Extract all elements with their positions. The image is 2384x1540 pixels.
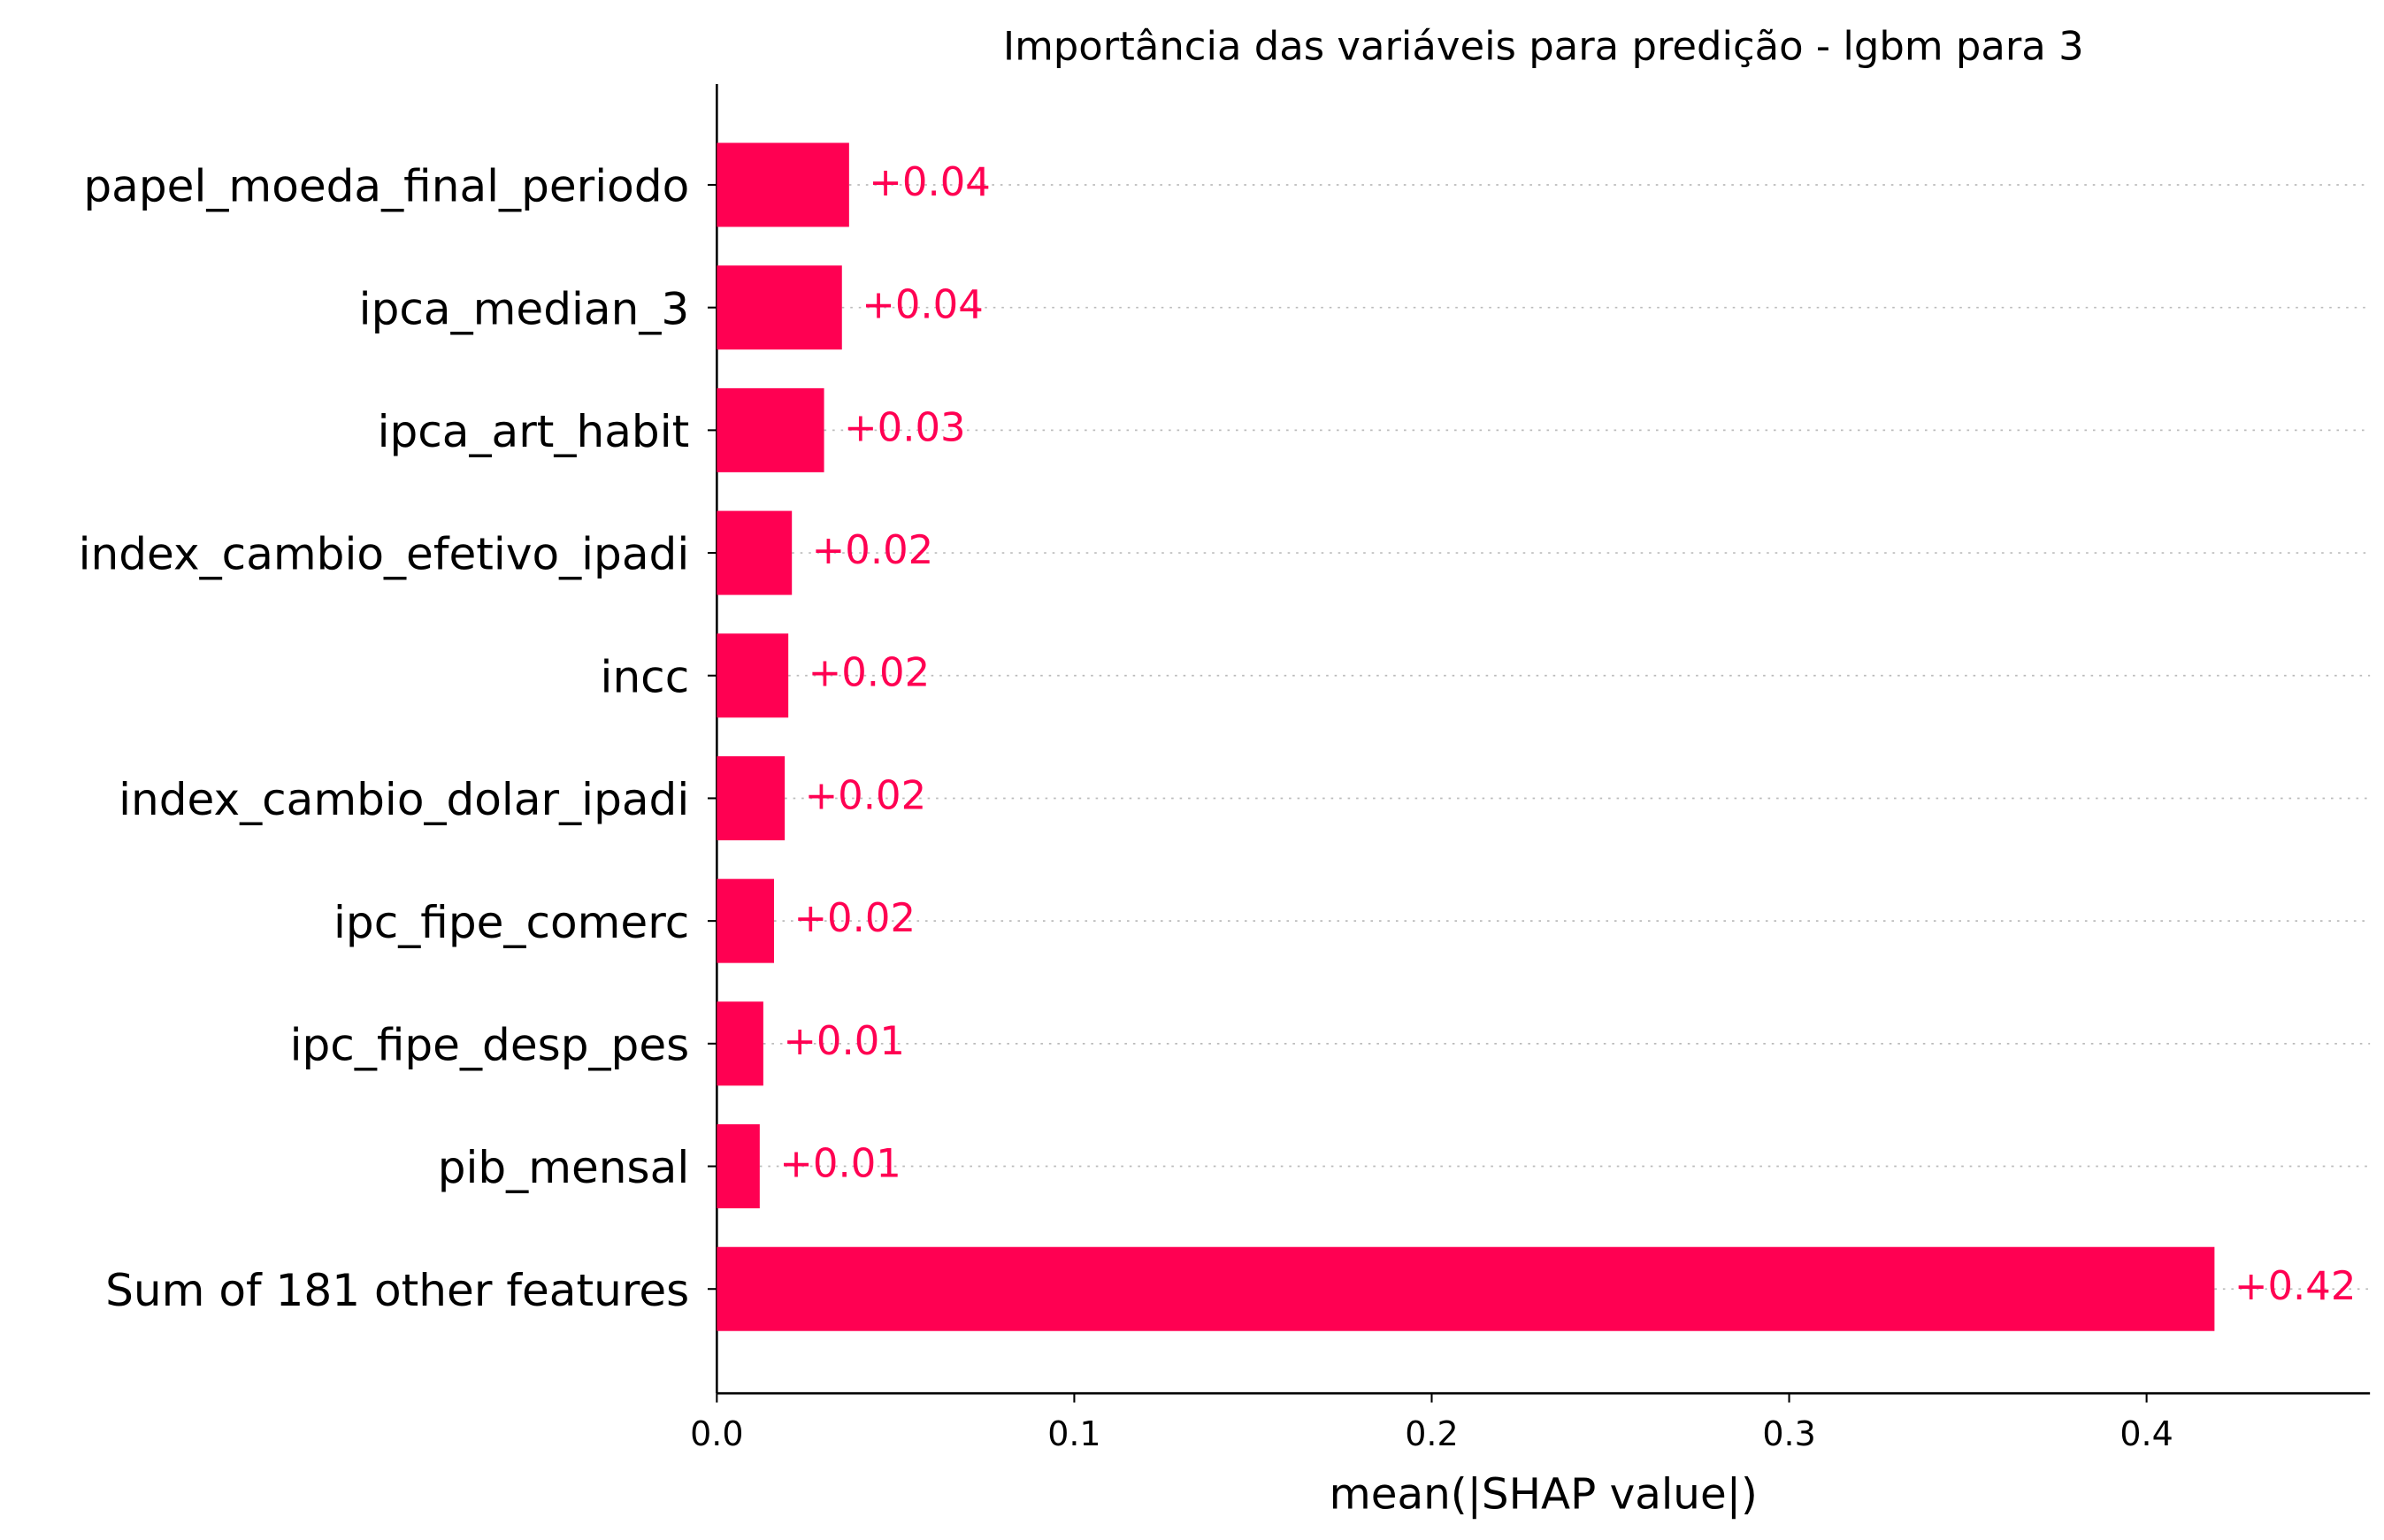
bar — [717, 265, 842, 350]
value-label: +0.01 — [779, 1140, 901, 1187]
y-tick-label: pib_mensal — [438, 1142, 690, 1193]
value-label: +0.03 — [844, 403, 966, 450]
bar — [717, 755, 786, 840]
x-axis-label: mean(|SHAP value|) — [1330, 1470, 1758, 1520]
y-tick-label: ipc_fipe_desp_pes — [290, 1020, 690, 1071]
y-tick-label: ipc_fipe_comerc — [333, 897, 689, 948]
value-label: +0.04 — [862, 281, 984, 328]
y-tick-label: index_cambio_efetivo_ipadi — [79, 529, 690, 580]
bar — [717, 1124, 760, 1209]
bar — [717, 1001, 763, 1086]
y-tick-label: Sum of 181 other features — [105, 1265, 689, 1316]
chart-title: Importância das variáveis para predição … — [1003, 22, 2084, 69]
bar — [717, 510, 793, 595]
value-label: +0.02 — [812, 526, 934, 573]
value-label: +0.02 — [805, 771, 927, 818]
value-label: +0.02 — [793, 894, 916, 941]
bar — [717, 142, 849, 227]
y-tick-label: papel_moeda_final_periodo — [83, 161, 689, 212]
bar — [717, 387, 824, 472]
value-label: +0.01 — [783, 1017, 905, 1064]
y-tick-label: ipca_median_3 — [359, 283, 690, 334]
bar — [717, 1246, 2215, 1331]
x-tick-label: 0.4 — [2120, 1414, 2173, 1453]
value-label: +0.42 — [2235, 1262, 2357, 1309]
bar — [717, 878, 774, 963]
x-tick-label: 0.1 — [1047, 1414, 1100, 1453]
bar — [717, 633, 789, 718]
value-label: +0.04 — [869, 158, 991, 205]
x-tick-label: 0.2 — [1405, 1414, 1458, 1453]
y-tick-label: incc — [601, 651, 690, 702]
x-tick-label: 0.0 — [690, 1414, 743, 1453]
x-tick-label: 0.3 — [1762, 1414, 1815, 1453]
value-label: +0.02 — [809, 649, 931, 696]
y-tick-label: index_cambio_dolar_ipadi — [119, 774, 689, 825]
y-tick-label: ipca_art_habit — [378, 406, 690, 457]
